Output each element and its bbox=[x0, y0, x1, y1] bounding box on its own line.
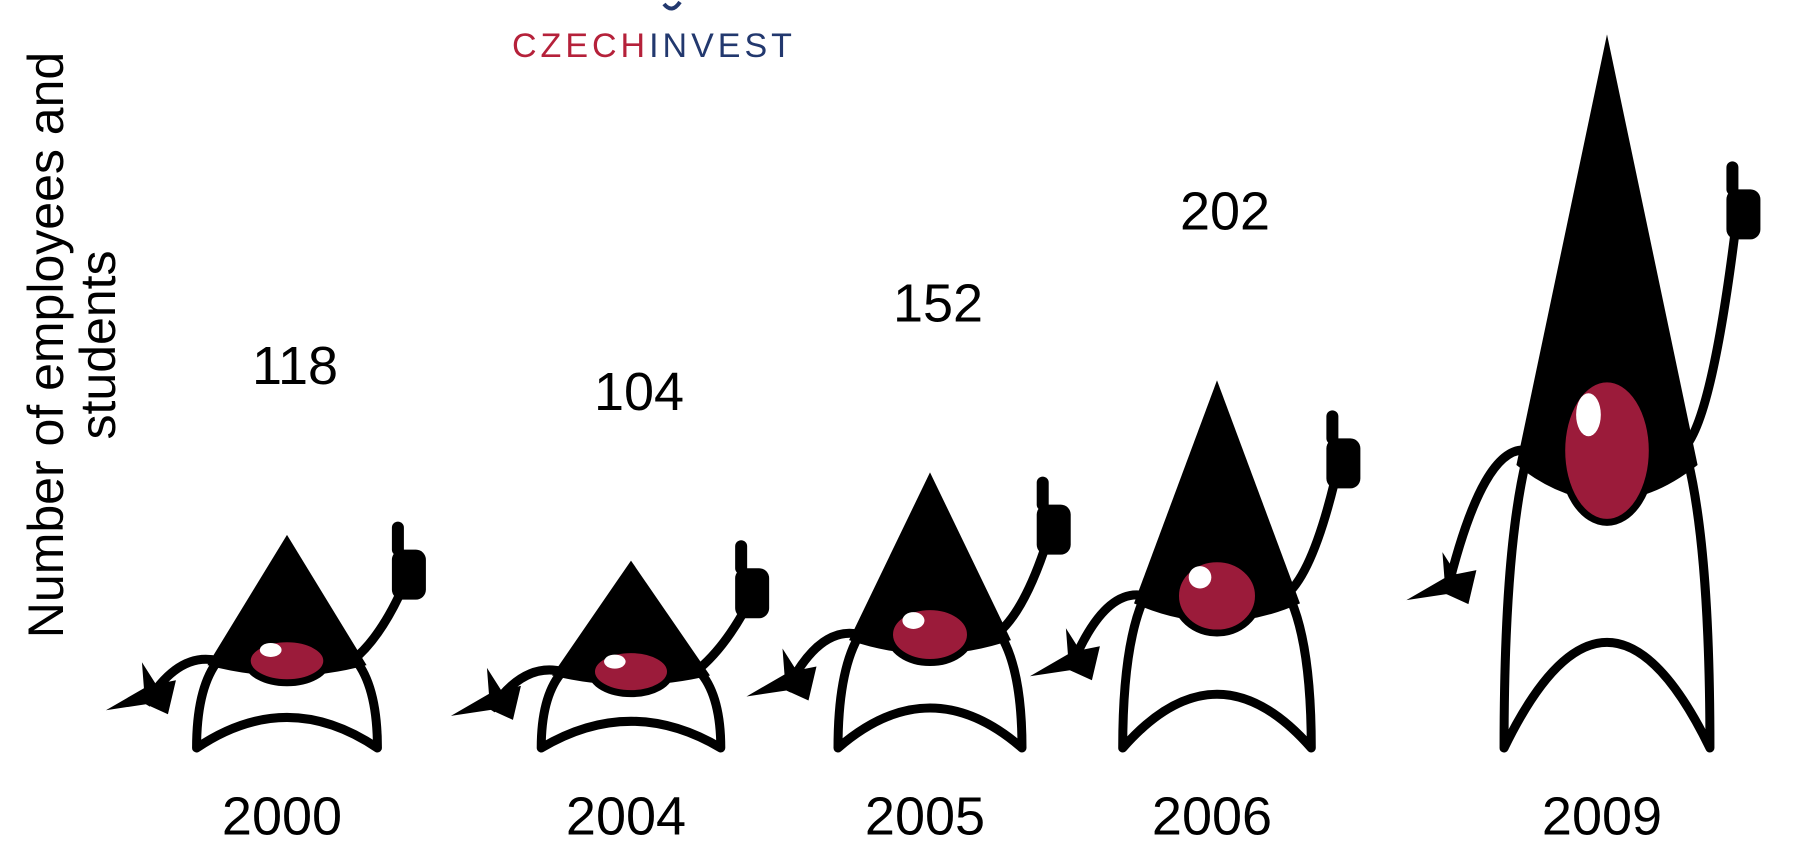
mascot-hand bbox=[1406, 552, 1476, 604]
mascot bbox=[746, 472, 1070, 748]
mascot-arm bbox=[352, 596, 399, 661]
mascot-nose bbox=[1562, 379, 1653, 523]
mascot-hand bbox=[451, 668, 521, 720]
mascot-arm bbox=[1285, 484, 1334, 596]
mascot-hand bbox=[1037, 505, 1071, 555]
logo-part: INVEST bbox=[649, 27, 796, 65]
mascot-thumb bbox=[735, 540, 747, 574]
y-axis-label: Number of employees and bbox=[18, 52, 74, 638]
mascot-nose-highlight bbox=[1189, 566, 1212, 588]
mascot-hand bbox=[735, 568, 769, 618]
logo-swoosh bbox=[664, 2, 680, 9]
value-label: 104 bbox=[594, 362, 684, 422]
mascot-hand bbox=[1326, 438, 1360, 488]
mascot-thumb bbox=[1037, 477, 1049, 511]
mascot-hand bbox=[392, 550, 426, 600]
mascot-hand bbox=[1726, 189, 1760, 239]
value-label: 202 bbox=[1180, 182, 1270, 242]
y-axis-label: students bbox=[70, 250, 126, 439]
mascot-nose bbox=[591, 650, 670, 694]
mascot-thumb bbox=[1326, 410, 1338, 444]
mascot-arm bbox=[696, 614, 743, 671]
x-tick-label: 2009 bbox=[1542, 786, 1662, 846]
mascot-thumb bbox=[392, 522, 404, 556]
mascot-nose-highlight bbox=[902, 612, 924, 629]
x-tick-label: 2000 bbox=[222, 786, 342, 846]
mascot bbox=[1030, 380, 1360, 748]
logo-part: CZECH bbox=[512, 27, 649, 65]
mascot-nose bbox=[890, 607, 971, 663]
value-label: 152 bbox=[893, 274, 983, 334]
logo: CZECHINVEST bbox=[512, 27, 796, 65]
mascot-nose bbox=[247, 639, 327, 683]
mascot-nose-highlight bbox=[1576, 393, 1601, 436]
x-tick-label: 2006 bbox=[1152, 786, 1272, 846]
mascot-thumb bbox=[1726, 161, 1738, 195]
mascot bbox=[451, 540, 769, 748]
mascot bbox=[1406, 34, 1760, 748]
mascot-nose-highlight bbox=[604, 655, 626, 669]
chart: CZECHINVEST Number of employees and stud… bbox=[0, 0, 1800, 851]
value-label: 118 bbox=[252, 336, 338, 396]
x-tick-label: 2005 bbox=[865, 786, 985, 846]
mascot-arm bbox=[996, 551, 1044, 635]
mascot-nose bbox=[1176, 559, 1259, 633]
mascot-hand bbox=[106, 662, 176, 714]
mascot-nose-highlight bbox=[260, 643, 282, 657]
x-tick-label: 2004 bbox=[566, 786, 686, 846]
mascot bbox=[106, 522, 426, 748]
mascot-arm bbox=[1681, 235, 1735, 450]
